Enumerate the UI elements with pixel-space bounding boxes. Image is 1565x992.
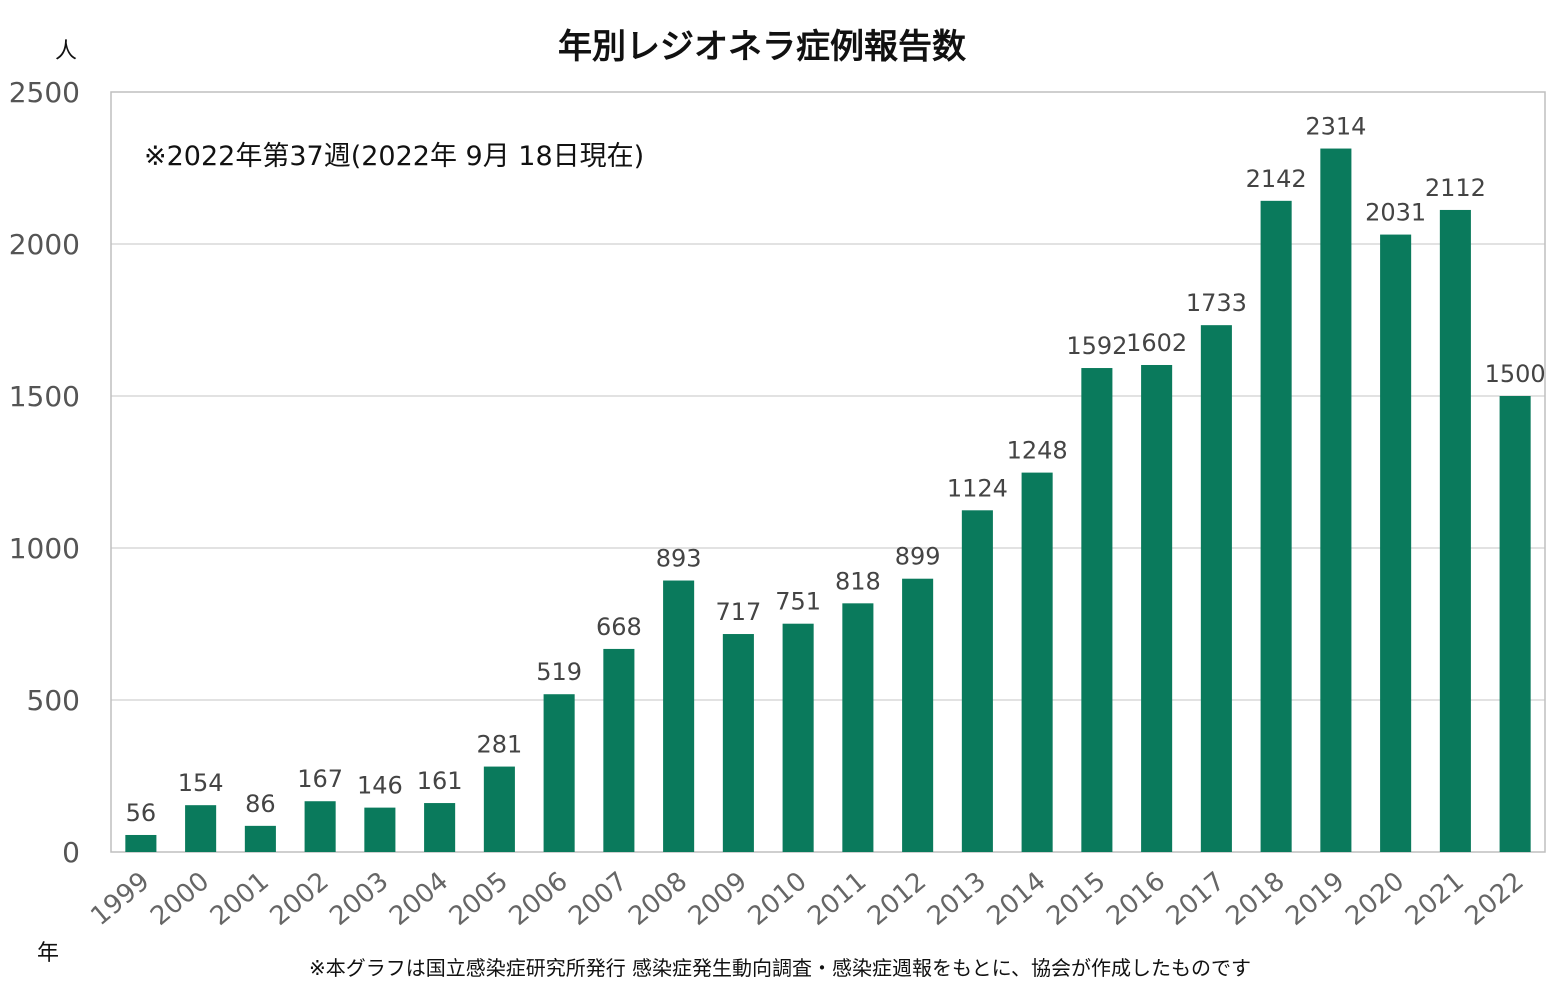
bars [125,148,1531,853]
data-label-2017: 1733 [1186,289,1247,317]
data-label-2005: 281 [476,731,522,759]
data-label-2003: 146 [357,772,403,800]
data-labels: 56 154 86 167 146 161 281 519 668 893 717 751 818 899… [126,113,1546,827]
x-tick-label-2014: 2014 [982,866,1052,932]
bar-2019 [1320,148,1352,852]
data-label-2006: 519 [536,658,582,686]
x-tick-label-2001: 2001 [205,866,275,932]
grid-lines [111,243,1545,701]
data-label-2008: 893 [656,545,702,573]
data-label-2007: 668 [596,613,642,641]
data-label-2009: 717 [715,598,761,626]
bar-2018 [1260,200,1292,852]
bar-2012 [902,578,934,852]
y-tick-label-500: 500 [27,684,80,717]
data-label-2021: 2112 [1425,174,1486,202]
x-tick-label-2007: 2007 [563,866,633,932]
y-axis-unit: 人 [55,39,77,64]
x-tick-label-2013: 2013 [922,866,992,932]
bar-2007 [603,648,635,852]
bar-2006 [543,694,575,852]
bar-2001 [244,825,276,852]
data-label-2019: 2314 [1305,113,1366,141]
x-tick-label-2012: 2012 [862,866,932,932]
y-tick-label-2500: 2500 [9,76,80,109]
x-tick-label-2022: 2022 [1460,866,1530,932]
data-label-2012: 899 [895,543,941,571]
x-tick-label-2008: 2008 [623,866,693,932]
x-tick-label-2010: 2010 [743,866,813,932]
chart-title: 年別レジオネラ症例報告数 [558,27,966,67]
bar-2011 [842,603,874,852]
bar-2005 [483,766,515,852]
x-tick-label-2003: 2003 [324,866,394,932]
bar-2008 [663,580,695,852]
plot-area-border [110,91,1546,853]
bar-1999 [125,834,157,852]
bar-2021 [1439,209,1471,852]
x-tick-label-2019: 2019 [1280,866,1350,932]
data-label-2015: 1592 [1066,332,1127,360]
data-label-2004: 161 [417,767,463,795]
x-tick-label-2020: 2020 [1340,866,1410,932]
bar-2016 [1141,364,1173,852]
bar-2020 [1380,234,1412,853]
data-label-2001: 86 [245,790,276,818]
y-axis-ticks: 0 500 1000 1500 2000 2500 [9,76,80,869]
y-tick-label-0: 0 [62,836,80,869]
x-tick-label-2021: 2021 [1400,866,1470,932]
data-label-2022: 1500 [1485,360,1546,388]
x-tick-label-1999: 1999 [85,866,155,932]
bar-2009 [722,634,754,852]
y-tick-label-2000: 2000 [9,228,80,261]
x-tick-label-2006: 2006 [504,866,574,932]
bar-2010 [782,623,814,852]
data-label-2000: 154 [178,769,224,797]
x-tick-label-2005: 2005 [444,866,514,932]
x-tick-label-2015: 2015 [1041,866,1111,932]
x-tick-label-2018: 2018 [1221,866,1291,932]
bar-2003 [364,807,396,852]
y-tick-label-1500: 1500 [9,380,80,413]
bar-2004 [424,803,456,852]
y-tick-label-1000: 1000 [9,532,80,565]
x-tick-label-2011: 2011 [802,866,872,932]
bar-2002 [304,801,336,852]
bar-2015 [1081,368,1113,852]
data-label-2011: 818 [835,567,881,595]
x-tick-label-2000: 2000 [145,866,215,932]
x-tick-label-2009: 2009 [683,866,753,932]
data-label-2010: 751 [775,588,821,616]
data-label-2014: 1248 [1007,437,1068,465]
bar-2014 [1021,472,1053,852]
bar-2000 [185,805,217,852]
x-tick-label-2016: 2016 [1101,866,1171,932]
x-axis-ticks: 1999200020012002200320042005200620072008… [85,866,1529,932]
data-label-2002: 167 [297,765,343,793]
bar-2017 [1200,325,1232,853]
x-axis-unit: 年 [37,941,59,966]
data-label-2016: 1602 [1126,329,1187,357]
x-tick-label-2017: 2017 [1161,866,1231,932]
data-label-2013: 1124 [947,474,1008,502]
data-label-1999: 56 [126,799,157,827]
data-label-2020: 2031 [1365,199,1426,227]
x-tick-label-2004: 2004 [384,866,454,932]
footnote: ※本グラフは国立感染症研究所発行 感染症発生動向調査・感染症週報をもとに、協会が… [309,956,1251,980]
bar-2022 [1499,396,1531,852]
x-tick-label-2002: 2002 [265,866,335,932]
bar-2013 [961,510,993,852]
data-label-2018: 2142 [1246,165,1307,193]
chart-annotation: ※2022年第37週(2022年 9月 18日現在) [144,141,644,172]
